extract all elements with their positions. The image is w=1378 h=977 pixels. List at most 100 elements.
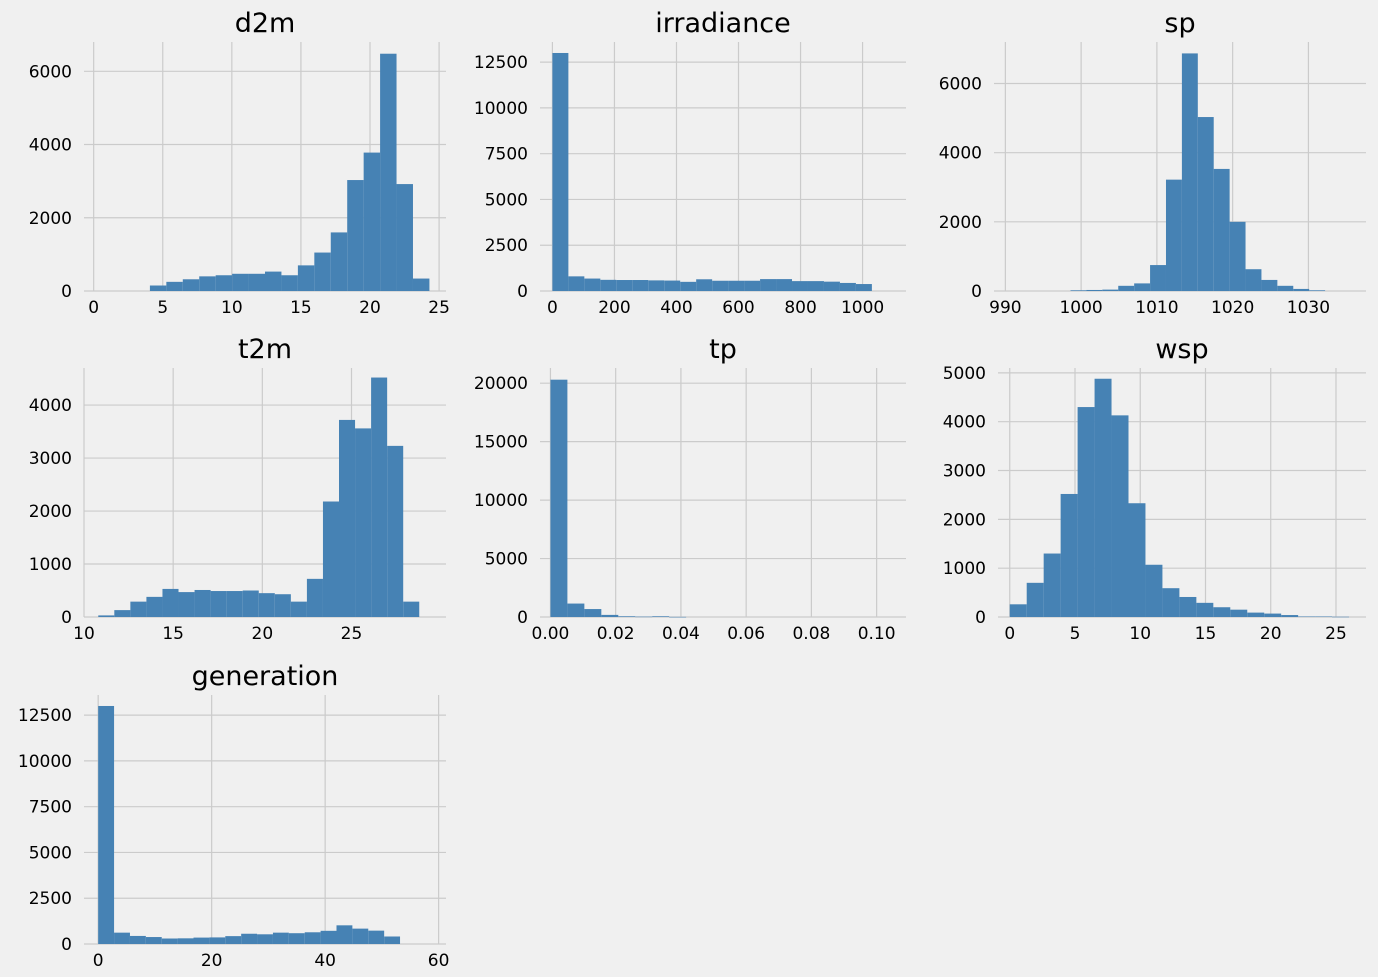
y-tick-label: 10000 [18, 752, 72, 772]
y-tick-label: 4000 [943, 413, 986, 433]
x-tick-label: 5 [1070, 624, 1081, 644]
x-tick-label: 1000 [841, 298, 884, 318]
histogram-bar [336, 925, 353, 944]
histogram-bar [314, 252, 331, 291]
histogram-bar [1281, 615, 1299, 617]
subplot-sp: 0 2000 4000 6000 990 1000 1010 1020 1030 sp [939, 8, 1366, 318]
x-tick-label: 20 [252, 624, 274, 644]
histogram-bar [297, 265, 315, 291]
histogram-bar [1070, 290, 1087, 291]
histogram-bar [712, 280, 729, 291]
x-tick-label: 20 [201, 951, 223, 971]
x-tick-label: 1030 [1287, 298, 1330, 318]
x-tick-label: 25 [341, 624, 363, 644]
histogram-bar [226, 591, 243, 617]
x-tick-label: 20 [1260, 624, 1282, 644]
y-tick-label: 0 [971, 282, 982, 302]
y-tick-label: 4000 [29, 136, 72, 156]
histogram-bar [98, 705, 115, 944]
x-tick-label: 0.06 [727, 624, 765, 644]
histogram-bar [1077, 407, 1095, 617]
histogram-bar [304, 932, 321, 944]
histogram-bar [552, 52, 569, 292]
histogram-bar [162, 588, 179, 617]
x-tick-label: 0 [93, 951, 104, 971]
histogram-bar [114, 932, 130, 944]
histogram-bar [145, 937, 162, 944]
x-tick-label: 15 [162, 624, 184, 644]
histogram-bar [760, 279, 777, 291]
subplot-irradiance: 0 2500 5000 7500 10000 12500 0 200 400 600 800 1000… [474, 8, 906, 318]
histogram-bar [288, 933, 305, 944]
y-tick-label: 10000 [474, 491, 528, 511]
histogram-bar [618, 616, 636, 617]
histogram-bar [1179, 596, 1197, 617]
histogram-bar [368, 930, 385, 944]
histogram-bar [1111, 415, 1129, 617]
histogram-bar [380, 53, 397, 291]
subplot-title: irradiance [655, 8, 791, 39]
y-tick-label: 5000 [943, 364, 986, 384]
histogram-bar [1245, 269, 1262, 291]
histogram-bar [1197, 117, 1214, 291]
y-tick-label: 5000 [485, 190, 528, 210]
y-tick-label: 2000 [29, 209, 72, 229]
x-tick-label: 25 [1325, 624, 1347, 644]
subplot-title: tp [709, 334, 737, 365]
histogram-bar [209, 937, 226, 944]
subplot-title: generation [192, 661, 339, 692]
histogram-bar [161, 938, 178, 944]
subplot-generation: 0 2500 5000 7500 10000 12500 0 20 40 60 generation [18, 661, 450, 971]
histogram-bar [1230, 609, 1248, 617]
histogram-bar [177, 938, 194, 944]
histogram-bar [274, 594, 291, 617]
x-tick-label: 25 [428, 298, 450, 318]
histogram-bar [1196, 602, 1214, 617]
subplot-t2m: 0 1000 2000 3000 4000 10 15 20 25 t2m [29, 334, 446, 644]
y-tick-label: 1000 [29, 555, 72, 575]
histogram-bar [664, 280, 681, 291]
y-tick-label: 12500 [474, 53, 528, 73]
x-tick-label: 1010 [1135, 298, 1178, 318]
histogram-bar [1213, 607, 1231, 617]
histogram-bar [601, 614, 619, 617]
x-tick-label: 0 [1004, 624, 1015, 644]
histogram-bar [584, 609, 602, 617]
histogram-bar [584, 278, 601, 291]
histogram-bar [823, 281, 840, 291]
histogram-bar [371, 377, 388, 617]
x-tick-label: 800 [784, 298, 816, 318]
histogram-bar [1293, 288, 1310, 291]
y-tick-label: 2000 [943, 510, 986, 530]
y-tick-label: 1000 [943, 559, 986, 579]
histogram-bar [1264, 613, 1282, 617]
histogram-bar [1150, 265, 1166, 291]
histogram-bar [193, 937, 210, 944]
histogram-bar [1213, 168, 1230, 291]
x-tick-label: 5 [157, 298, 168, 318]
histogram-bar [616, 280, 633, 291]
y-tick-label: 20000 [474, 374, 528, 394]
histogram-bar [215, 275, 233, 291]
histogram-bar [696, 279, 713, 291]
histogram-bar [281, 275, 298, 291]
histogram-bar [1060, 493, 1078, 617]
histogram-bar [130, 601, 147, 617]
histogram-bar [1128, 503, 1146, 617]
histogram-bar [320, 930, 337, 944]
histogram-bar [1102, 289, 1119, 291]
y-tick-label: 0 [61, 282, 72, 302]
histogram-bar [1309, 290, 1326, 291]
histogram-bar [839, 282, 856, 291]
histogram-bar [652, 616, 670, 617]
y-tick-label: 12500 [18, 706, 72, 726]
histogram-bar [1043, 553, 1061, 617]
y-tick-label: 6000 [939, 75, 982, 95]
histogram-bar [1229, 221, 1246, 291]
x-tick-label: 10 [221, 298, 243, 318]
y-tick-label: 2000 [939, 213, 982, 233]
histogram-bar [550, 379, 568, 617]
histogram-bar [248, 273, 265, 291]
x-tick-label: 10 [73, 624, 95, 644]
